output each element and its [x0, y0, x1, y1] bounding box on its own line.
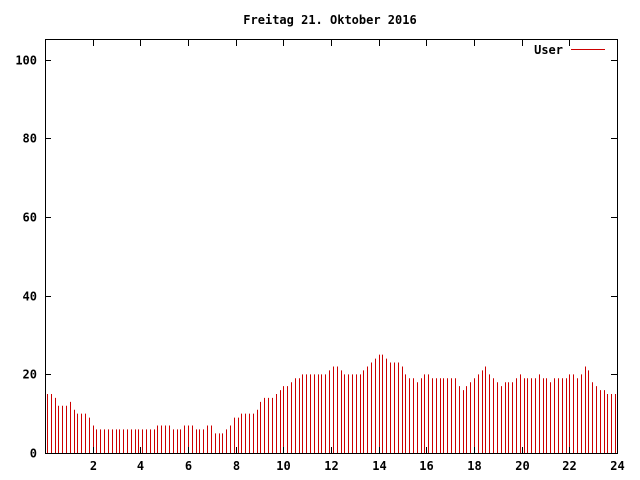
- y-tick-label: 60: [23, 211, 37, 225]
- x-tick-label: 12: [324, 459, 338, 473]
- legend: User: [534, 43, 605, 57]
- x-tick-label: 4: [137, 459, 144, 473]
- x-tick-label: 2: [90, 459, 97, 473]
- y-tick-label: 0: [30, 447, 37, 461]
- y-tick-label: 80: [23, 132, 37, 146]
- legend-label: User: [534, 43, 563, 57]
- x-tick-label: 24: [610, 459, 624, 473]
- x-tick-label: 18: [467, 459, 481, 473]
- y-tick-label: 20: [23, 368, 37, 382]
- plot-frame: [45, 39, 618, 454]
- plot-area: [47, 354, 616, 453]
- y-tick-label: 100: [15, 54, 37, 68]
- chart-title: Freitag 21. Oktober 2016: [243, 13, 416, 27]
- x-tick-label: 10: [276, 459, 290, 473]
- x-tick-label: 20: [515, 459, 529, 473]
- x-tick-label: 22: [562, 459, 576, 473]
- x-tick-label: 6: [185, 459, 192, 473]
- x-tick-label: 16: [419, 459, 433, 473]
- x-tick-label: 8: [233, 459, 240, 473]
- y-tick-label: 40: [23, 290, 37, 304]
- x-tick-label: 14: [372, 459, 386, 473]
